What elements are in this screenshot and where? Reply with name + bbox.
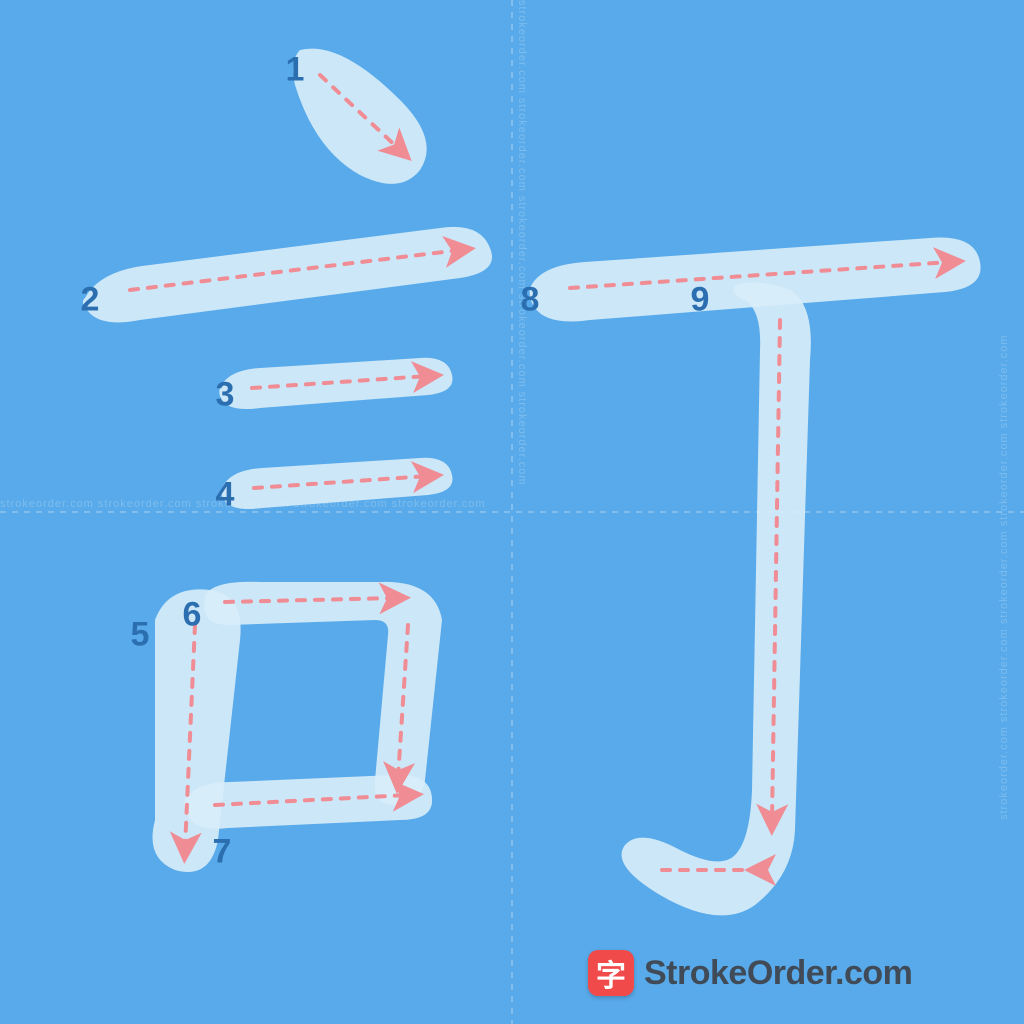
- stroke-number-6: 6: [183, 596, 202, 635]
- stroke-number-4: 4: [216, 476, 235, 515]
- stroke-1-shape: [293, 49, 426, 184]
- stroke-order-diagram: strokeorder.com strokeorder.com strokeor…: [0, 0, 1024, 1024]
- logo-text: StrokeOrder.com: [644, 954, 912, 993]
- stroke-number-7: 7: [213, 833, 232, 872]
- stroke-number-5: 5: [131, 616, 150, 655]
- stroke-2-shape: [83, 227, 492, 323]
- stroke-number-2: 2: [81, 281, 100, 320]
- stroke-9-shape: [622, 282, 811, 915]
- stroke-number-3: 3: [216, 376, 235, 415]
- stroke-number-1: 1: [286, 51, 305, 90]
- stroke-6-shape: [204, 582, 442, 805]
- attribution-logo: 字 StrokeOrder.com: [588, 950, 912, 996]
- stroke-4-shape: [221, 458, 452, 509]
- stroke-number-9: 9: [691, 281, 710, 320]
- strokes-svg: [0, 0, 1024, 1024]
- logo-badge-icon: 字: [588, 950, 634, 996]
- stroke-3-shape: [219, 358, 452, 409]
- stroke-number-8: 8: [521, 281, 540, 320]
